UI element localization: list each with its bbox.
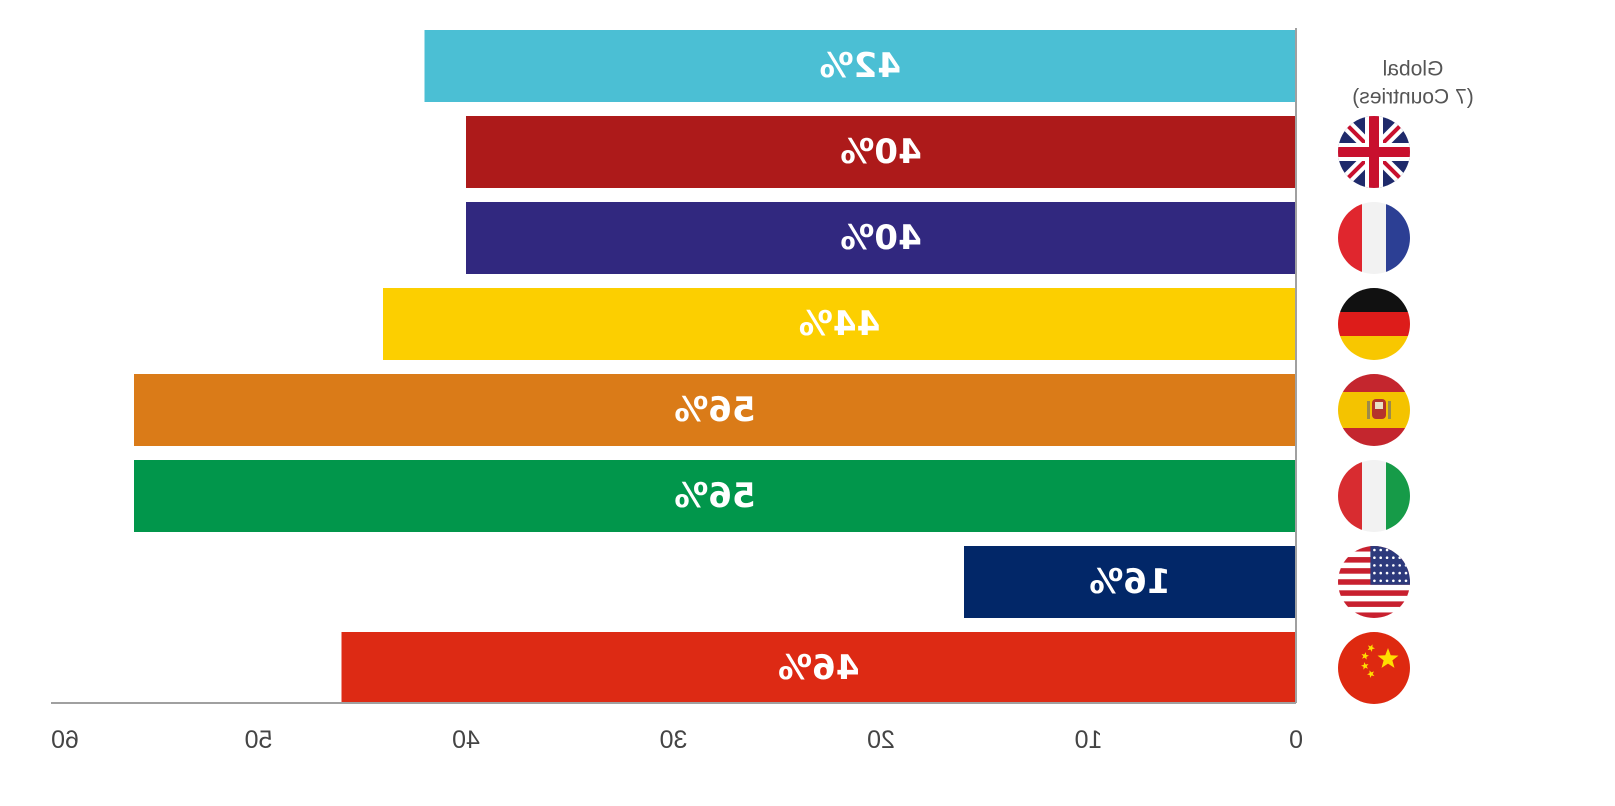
bar-value-label: 56% (674, 390, 755, 430)
legend-label-countries: (7 Countries) (1352, 86, 1473, 109)
china-flag-icon (1338, 632, 1410, 704)
bar-value-label: 56% (674, 476, 755, 516)
bar-value-label: 46% (778, 648, 859, 688)
x-tick-label: 40 (452, 726, 480, 754)
bar (466, 116, 1296, 188)
x-tick-label: 0 (1289, 726, 1303, 754)
usa-flag-icon (1338, 546, 1410, 618)
x-tick-label: 20 (867, 726, 895, 754)
bars-layer: 42% 40% 40% 44% 56% 56% 16% 46% (134, 30, 1296, 704)
bar (383, 288, 1296, 360)
axis-layer: 0 10 20 30 40 50 60 (51, 28, 1303, 754)
bar (424, 30, 1296, 102)
bar-value-label: 40% (840, 218, 921, 258)
x-tick-label: 50 (245, 726, 273, 754)
bar (134, 374, 1296, 446)
x-tick-label: 30 (660, 726, 688, 754)
uk-flag-icon (1338, 116, 1410, 188)
france-flag-icon (1338, 202, 1410, 274)
bar-value-label: 16% (1089, 562, 1170, 602)
legend-layer: Global (7 Countries) (1352, 58, 1473, 109)
legend-label-global: Global (1383, 58, 1444, 81)
bar (964, 546, 1296, 618)
bar (341, 632, 1296, 704)
bar-value-label: 40% (840, 132, 921, 172)
x-tick-label: 60 (51, 726, 79, 754)
bar-value-label: 42% (820, 46, 901, 86)
flags-layer (1338, 116, 1410, 704)
bar (134, 460, 1296, 532)
bar (466, 202, 1296, 274)
italy-flag-icon (1338, 460, 1410, 532)
spain-flag-icon (1338, 374, 1410, 446)
bar-value-label: 44% (799, 304, 880, 344)
germany-flag-icon (1338, 288, 1410, 360)
x-tick-label: 10 (1075, 726, 1103, 754)
